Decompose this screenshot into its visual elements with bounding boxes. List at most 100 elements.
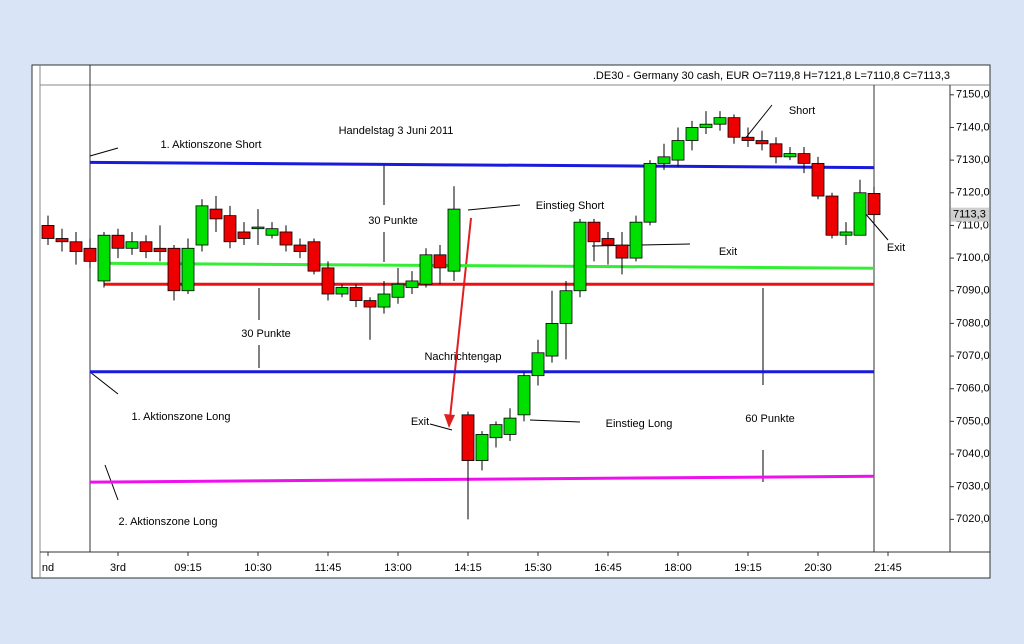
- annotation: Handelstag 3 Juni 2011: [339, 125, 454, 137]
- candle: [811, 156, 825, 200]
- candle-body: [419, 254, 433, 285]
- candle-body: [391, 283, 405, 298]
- candle-body: [181, 247, 195, 292]
- candle: [321, 261, 335, 301]
- annotation-line: [89, 147, 119, 157]
- candle: [125, 231, 139, 255]
- candle-body: [741, 136, 755, 141]
- candle-body: [307, 241, 321, 272]
- candle-body: [839, 231, 853, 236]
- annotation-line: [89, 371, 119, 395]
- candle: [83, 238, 97, 268]
- annotation: Exit: [887, 242, 905, 254]
- arrow-shaft: [449, 217, 472, 419]
- candle-body: [475, 434, 489, 461]
- candle-body: [643, 162, 657, 223]
- candle-body: [727, 117, 741, 138]
- x-tick-label: 3rd: [110, 562, 126, 574]
- candle-body: [587, 221, 601, 243]
- candle-body: [615, 244, 629, 259]
- x-tick-label: 20:30: [804, 562, 832, 574]
- annotation: 30 Punkte: [241, 328, 291, 340]
- candle-body: [349, 287, 363, 301]
- candle: [433, 245, 447, 285]
- candle-body: [321, 267, 335, 295]
- candle: [69, 231, 83, 265]
- candle: [279, 225, 293, 252]
- candle: [251, 209, 265, 246]
- candle-body: [531, 352, 545, 377]
- candle-body: [55, 238, 69, 243]
- last-price-label: 7113,3: [953, 209, 986, 221]
- candle: [167, 245, 181, 301]
- candle-body: [867, 193, 881, 216]
- annotation: 1. Aktionszone Long: [131, 411, 230, 423]
- candle: [223, 205, 237, 249]
- candle: [405, 271, 419, 295]
- x-tick-label: 11:45: [315, 562, 342, 574]
- candle: [111, 228, 125, 259]
- candle-body: [279, 231, 293, 246]
- candle-body: [657, 156, 671, 164]
- candle-body: [699, 123, 713, 128]
- y-tick-label: 7130,0: [956, 154, 990, 166]
- candle: [825, 192, 839, 239]
- candle-body: [377, 293, 391, 308]
- candle-body: [251, 226, 265, 230]
- candle: [559, 280, 573, 360]
- candle: [503, 408, 517, 441]
- x-tick-label: 18:00: [664, 562, 692, 574]
- candle: [769, 137, 783, 164]
- candle: [629, 215, 643, 262]
- annotation: Nachrichtengap: [424, 351, 501, 363]
- level-line: [89, 474, 875, 484]
- candle-body: [405, 280, 419, 288]
- candle-body: [629, 221, 643, 259]
- y-tick-label: 7030,0: [956, 481, 990, 493]
- y-tick-label: 7070,0: [956, 350, 990, 362]
- candle: [307, 238, 321, 275]
- annotation: Exit: [719, 246, 737, 258]
- candle: [237, 222, 251, 246]
- candle: [755, 130, 769, 151]
- annotation: 1. Aktionszone Short: [161, 139, 262, 151]
- y-tick-label: 7050,0: [956, 415, 990, 427]
- candle-body: [237, 231, 251, 239]
- annotation-line: [743, 104, 773, 141]
- candle-body: [433, 254, 447, 269]
- annotation-line: [429, 423, 453, 431]
- candle-body: [545, 322, 559, 357]
- candle: [55, 228, 69, 252]
- candle: [461, 411, 475, 520]
- candle: [517, 372, 531, 422]
- candle-body: [517, 375, 531, 416]
- candle: [699, 111, 713, 134]
- candle: [265, 222, 279, 239]
- candle-body: [503, 417, 517, 435]
- candle: [587, 218, 601, 262]
- chart-frame: [31, 64, 991, 579]
- candle-body: [139, 241, 153, 252]
- candle-body: [601, 238, 615, 246]
- candle: [195, 199, 209, 252]
- candle: [181, 238, 195, 295]
- candle-body: [167, 247, 181, 292]
- candle-body: [293, 244, 307, 252]
- candle-body: [97, 234, 111, 282]
- candle: [489, 421, 503, 448]
- annotation-line: [467, 204, 521, 211]
- x-tick-label: 21:45: [874, 562, 902, 574]
- candle: [573, 218, 587, 298]
- candle-body: [209, 208, 223, 220]
- level-line: [103, 261, 875, 270]
- candle: [97, 231, 111, 288]
- candle: [391, 267, 405, 304]
- candle-body: [461, 414, 475, 461]
- candle: [783, 147, 797, 161]
- candle: [545, 290, 559, 363]
- candle-body: [783, 153, 797, 158]
- candle-body: [685, 127, 699, 141]
- annotation: Einstieg Long: [606, 418, 673, 430]
- candle-body: [573, 221, 587, 292]
